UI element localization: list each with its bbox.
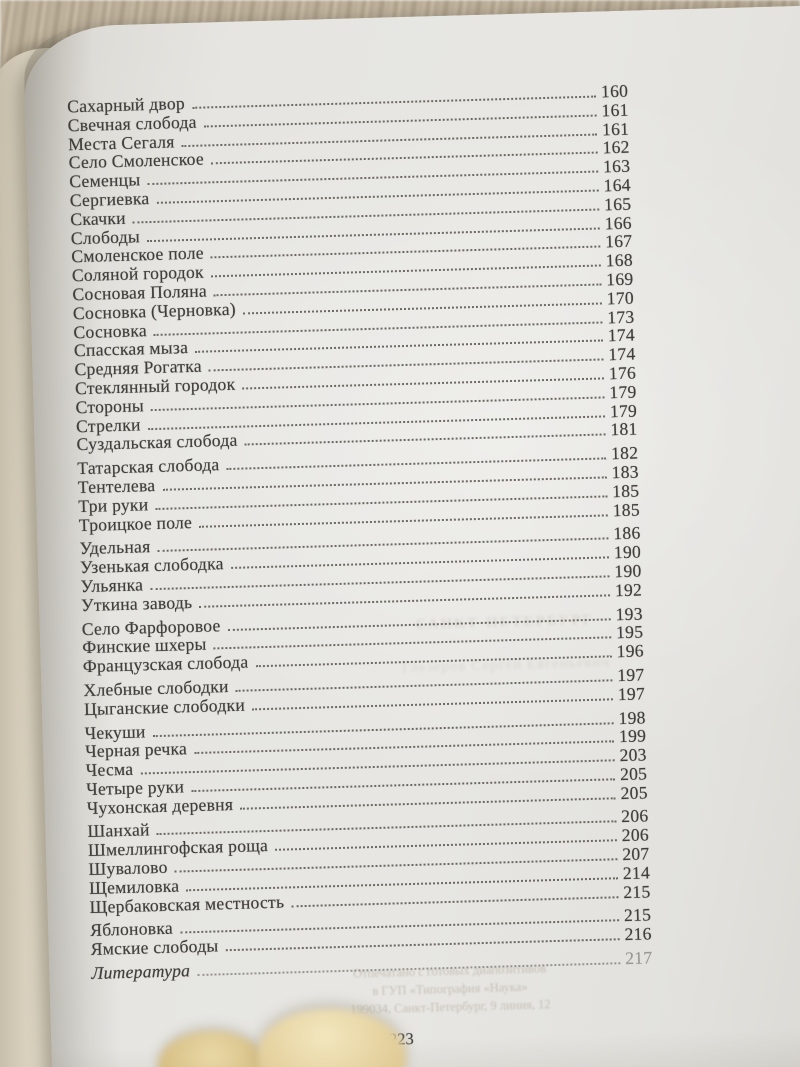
entry-title: Литература (91, 960, 191, 984)
entry-title: Ямские слободы (90, 935, 219, 960)
entry-page-number: 185 (612, 499, 641, 520)
entry-title: Щербаковская местность (89, 891, 285, 917)
entry-page-number: 216 (624, 923, 652, 945)
entry-title: Чухонская деревня (86, 793, 234, 818)
dot-leader (252, 698, 613, 711)
entry-title: Суздальская слобода (76, 430, 238, 455)
entry-page-number: 196 (616, 640, 645, 662)
book-page: САНКТ-ПЕТЕРБУРГ Глезеров Сергей Евгеньеви… (22, 5, 800, 1067)
entry-title: Цыганские слободки (83, 694, 246, 719)
toc-list: Сахарный двор 160 Свечная слобода 161 Места … (67, 81, 654, 984)
toc-group: Татарская слобода 182 Тентелева 183 Три руки… (77, 443, 641, 535)
toc-group: Село Фарфоровое 193 Финские шхеры 195 Францу… (82, 603, 645, 677)
entry-title: Французская слобода (82, 651, 249, 677)
toc-group: Удельная 186 Узенькая слободка 190 Ульянка 19… (79, 523, 643, 615)
toc-group: Шанхай 206 Шмеллингофская роща 206 Шувалово 2… (87, 806, 651, 917)
entry-title: Троицкое поле (78, 511, 193, 535)
entry-page-number: 192 (614, 579, 643, 600)
entry-page-number: 181 (610, 418, 638, 440)
entry-page-number: 205 (620, 782, 648, 803)
entry-page-number: 197 (617, 683, 646, 704)
entry-page-number: 215 (623, 881, 651, 902)
entry-title: Уткина заводь (80, 591, 193, 615)
dot-leader (291, 895, 619, 908)
toc-group: Сахарный двор 160 Свечная слобода 161 Места … (67, 81, 639, 455)
dot-leader (244, 433, 606, 446)
toc-group: Чекуши 198 Черная речка 199 Чесма 203 Четыре р… (84, 707, 648, 818)
dot-leader (255, 655, 612, 668)
